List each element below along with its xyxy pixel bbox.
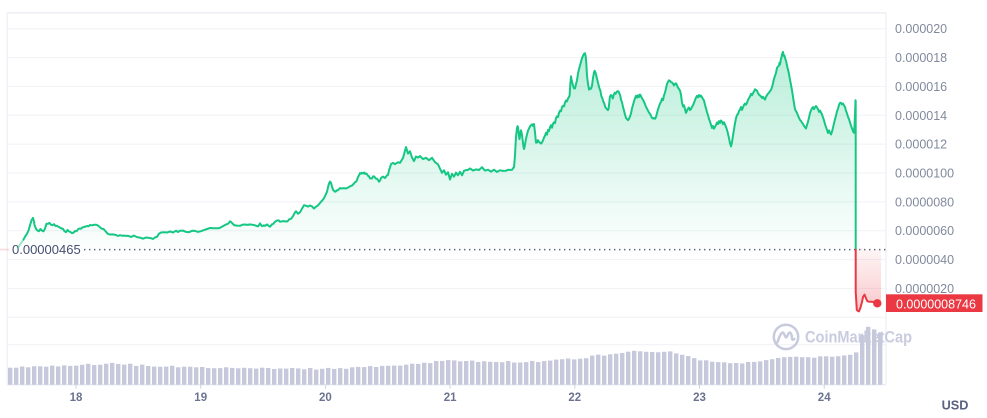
svg-text:18: 18 [70,392,83,404]
svg-text:0.000018: 0.000018 [895,51,947,65]
svg-text:21: 21 [444,392,457,404]
svg-text:0.0000080: 0.0000080 [895,195,954,209]
svg-text:0.0000040: 0.0000040 [895,253,954,267]
svg-text:USD: USD [942,399,969,413]
svg-text:0.000020: 0.000020 [895,22,947,36]
svg-text:0.00000465: 0.00000465 [12,242,81,257]
svg-text:23: 23 [693,392,706,404]
svg-text:0.0000060: 0.0000060 [895,224,954,238]
svg-text:0.000012: 0.000012 [895,138,947,152]
svg-text:22: 22 [568,392,581,404]
svg-text:0.0000020: 0.0000020 [895,282,954,296]
svg-text:0.0000100: 0.0000100 [895,167,954,181]
svg-text:0.0000008746: 0.0000008746 [896,298,976,312]
svg-text:24: 24 [818,392,831,404]
svg-text:19: 19 [194,392,207,404]
svg-text:0.000014: 0.000014 [895,109,947,123]
svg-text:CoinMarketCap: CoinMarketCap [805,328,912,346]
svg-text:20: 20 [319,392,332,404]
svg-text:0.000016: 0.000016 [895,80,947,94]
